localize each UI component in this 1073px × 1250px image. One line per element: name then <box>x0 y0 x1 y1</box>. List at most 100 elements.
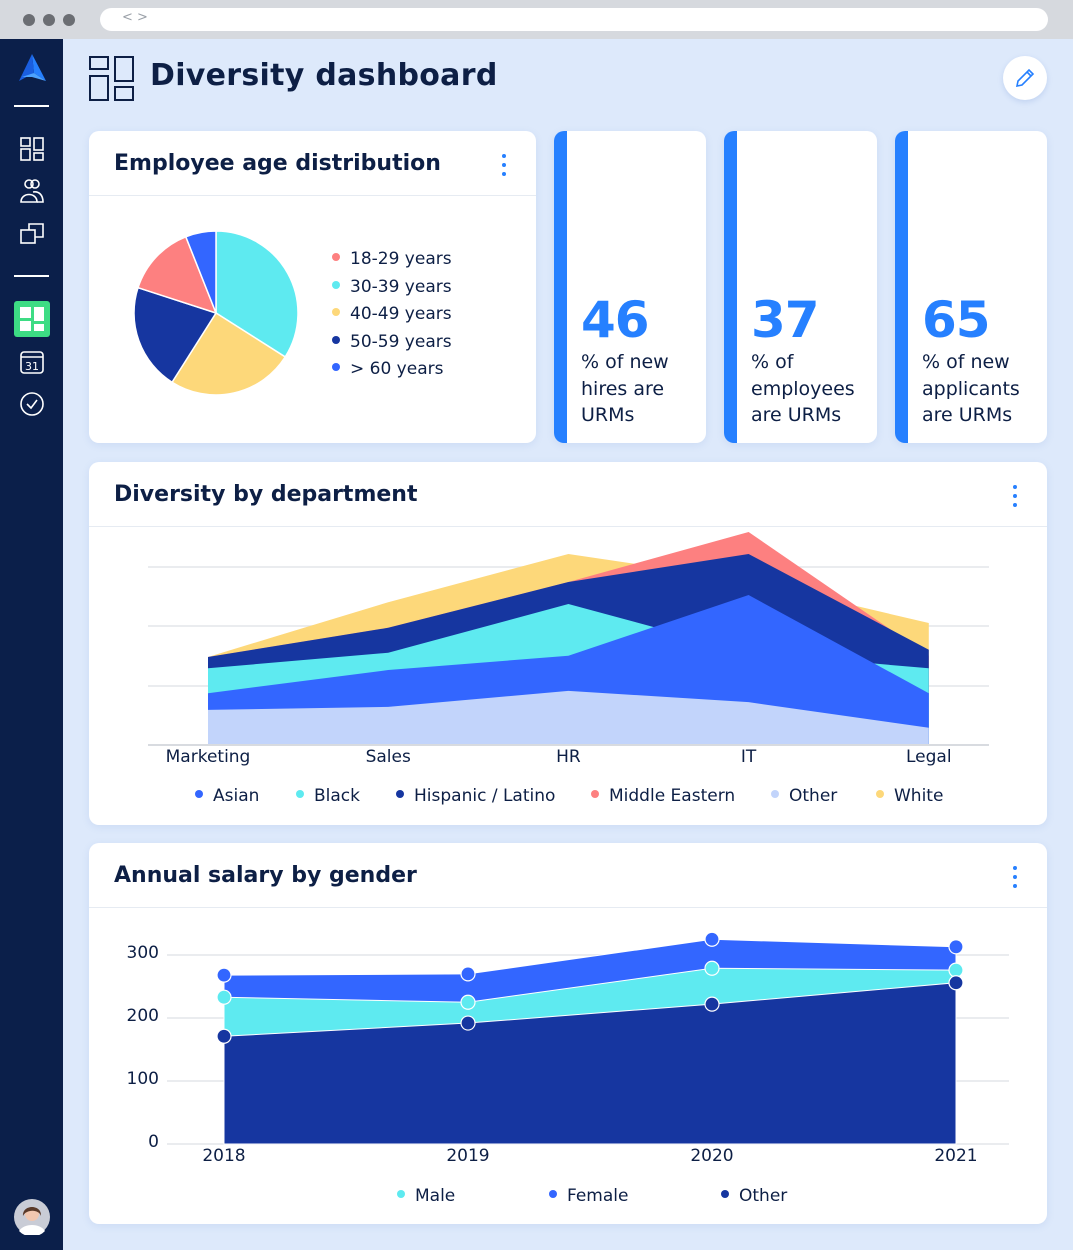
pie-slice-50-59-years[interactable] <box>133 286 218 384</box>
legend-item[interactable]: 18-29 years <box>332 249 452 269</box>
app-logo-icon[interactable] <box>17 53 47 85</box>
y-tick-label: 200 <box>126 1006 159 1026</box>
user-avatar[interactable] <box>14 1199 50 1235</box>
edit-button[interactable] <box>1003 56 1047 100</box>
diversity-department-card: Diversity by department Marketing Sales HR… <box>89 462 1047 825</box>
sidebar-divider <box>14 275 49 277</box>
legend-label: Middle Eastern <box>609 786 736 806</box>
kpi-accent-bar <box>554 131 567 443</box>
age-distribution-card: Employee age distribution 18-29 years 30-… <box>89 131 536 443</box>
legend-swatch <box>591 790 599 798</box>
legend-item[interactable]: Asian <box>195 786 259 806</box>
legend-swatch <box>396 790 404 798</box>
legend-swatch <box>332 308 340 316</box>
x-tick-label: IT <box>740 747 757 767</box>
page-title: Diversity dashboard <box>150 58 498 93</box>
legend-item[interactable]: White <box>876 786 943 806</box>
more-options-icon[interactable] <box>1010 482 1020 508</box>
legend-item[interactable]: Other <box>771 786 837 806</box>
legend-swatch <box>332 253 340 261</box>
salary-gender-card: Annual salary by gender 0 100 200 300 2018 20… <box>89 843 1047 1224</box>
legend-label: Asian <box>213 786 260 806</box>
legend-label: Other <box>789 786 838 806</box>
x-tick-label: 2021 <box>934 1146 978 1166</box>
salary-area-chart <box>167 931 1009 1145</box>
legend-item[interactable]: 40-49 years <box>332 304 452 324</box>
kpi-value: 65 <box>922 291 991 349</box>
data-point-male[interactable] <box>216 989 232 1005</box>
calendar-icon[interactable]: 31 <box>19 349 45 375</box>
calendar-day: 31 <box>25 360 39 373</box>
legend-swatch <box>195 790 203 798</box>
card-title: Diversity by department <box>114 482 418 507</box>
legend-item[interactable]: Other <box>721 1186 787 1206</box>
legend-swatch <box>876 790 884 798</box>
window-close-dot[interactable] <box>23 14 35 26</box>
x-tick-label: Legal <box>906 747 952 767</box>
age-pie-chart <box>133 230 299 396</box>
sidebar-divider <box>14 105 49 107</box>
data-point-other[interactable] <box>948 975 964 991</box>
y-tick-label: 0 <box>148 1132 159 1152</box>
legend-label: Male <box>415 1186 456 1206</box>
data-point-other[interactable] <box>216 1028 232 1044</box>
legend-item[interactable]: 50-59 years <box>332 332 452 352</box>
legend-item[interactable]: Middle Eastern <box>591 786 735 806</box>
pie-slice--60-years[interactable] <box>184 230 217 314</box>
y-tick-label: 100 <box>126 1069 159 1089</box>
address-bar[interactable]: < > <box>100 8 1048 31</box>
legend-item[interactable]: Black <box>296 786 360 806</box>
window-minimize-dot[interactable] <box>43 14 55 26</box>
back-forward-icon[interactable]: < > <box>122 10 148 25</box>
legend-label: Female <box>567 1186 629 1206</box>
legend-label: Black <box>314 786 360 806</box>
dashboard-active-icon[interactable] <box>14 301 50 337</box>
legend-item[interactable]: Male <box>397 1186 455 1206</box>
legend-label: > 60 years <box>350 359 444 379</box>
more-options-icon[interactable] <box>499 151 509 177</box>
legend-label: 50-59 years <box>350 331 452 352</box>
legend-swatch <box>332 363 340 371</box>
legend-swatch <box>771 790 779 798</box>
x-tick-label: HR <box>556 747 581 767</box>
legend-swatch <box>332 335 340 344</box>
kpi-label: % of new hires are URMs <box>581 351 669 426</box>
window-maximize-dot[interactable] <box>63 14 75 26</box>
card-title: Employee age distribution <box>114 151 441 176</box>
legend-item[interactable]: Hispanic / Latino <box>396 786 555 806</box>
x-tick-label: 2020 <box>690 1146 734 1166</box>
check-circle-icon[interactable] <box>19 391 45 417</box>
dashboard-layout-icon <box>89 56 134 101</box>
x-tick-label: Marketing <box>165 747 251 767</box>
pie-slice-18-29-years[interactable] <box>137 235 218 315</box>
legend-swatch <box>721 1190 729 1198</box>
pie-slice-40-49-years[interactable] <box>171 311 287 396</box>
legend-label: Hispanic / Latino <box>414 786 556 806</box>
data-point-male[interactable] <box>948 962 964 978</box>
legend-item[interactable]: > 60 years <box>332 359 443 379</box>
people-icon[interactable] <box>19 178 45 204</box>
dashboard-grid-icon[interactable] <box>19 136 45 162</box>
legend-label: Other <box>739 1186 788 1206</box>
data-point-other[interactable] <box>704 996 720 1012</box>
kpi-label: % of employees are URMs <box>751 351 855 426</box>
data-point-other[interactable] <box>460 1015 476 1031</box>
data-point-female[interactable] <box>704 931 720 947</box>
data-point-female[interactable] <box>948 939 964 955</box>
kpi-value: 46 <box>581 291 650 349</box>
legend-item[interactable]: Female <box>549 1186 628 1206</box>
legend-swatch <box>332 280 340 289</box>
data-point-female[interactable] <box>460 966 476 982</box>
data-point-male[interactable] <box>460 994 476 1010</box>
windows-icon[interactable] <box>19 221 45 247</box>
area-other[interactable] <box>208 690 929 745</box>
kpi-accent-bar <box>724 131 737 443</box>
legend-swatch <box>549 1190 557 1198</box>
data-point-female[interactable] <box>216 967 232 983</box>
kpi-accent-bar <box>895 131 908 443</box>
kpi-card-new-hires: 46 % of new hires are URMs <box>554 131 706 443</box>
legend-item[interactable]: 30-39 years <box>332 277 452 297</box>
data-point-male[interactable] <box>704 960 720 976</box>
legend-swatch <box>397 1190 405 1198</box>
more-options-icon[interactable] <box>1010 863 1020 889</box>
